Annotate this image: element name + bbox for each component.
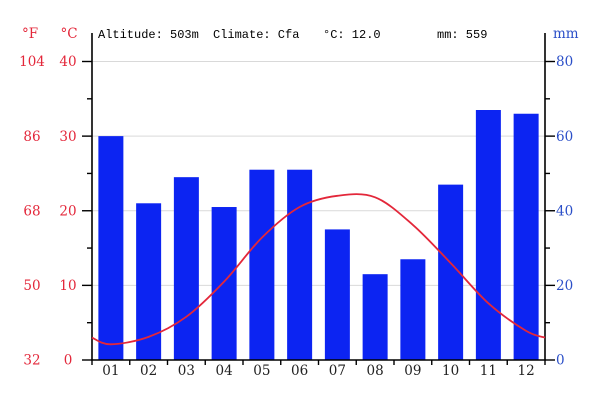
month-label: 03 xyxy=(178,363,195,379)
month-label: 02 xyxy=(140,363,157,379)
month-label: 12 xyxy=(518,363,535,379)
fahrenheit-tick-label: 68 xyxy=(23,203,40,219)
month-label: 07 xyxy=(329,363,346,379)
precipitation-bar xyxy=(98,136,124,360)
precipitation-bars xyxy=(98,110,539,360)
precipitation-bar xyxy=(475,110,501,360)
precipitation-bar xyxy=(324,229,350,360)
axis-ticks xyxy=(82,60,555,365)
celsius-tick-label: 20 xyxy=(59,203,76,219)
month-label: 09 xyxy=(404,363,421,379)
precipitation-bar xyxy=(287,169,313,360)
month-label: 06 xyxy=(291,363,308,379)
fahrenheit-tick-label: 86 xyxy=(23,129,40,145)
chart-title-climate: Climate: Cfa xyxy=(213,28,300,42)
month-label: 10 xyxy=(442,363,459,379)
month-label: 05 xyxy=(253,363,270,379)
precipitation-bar xyxy=(249,169,275,360)
millimeter-tick-label: 60 xyxy=(556,129,573,145)
millimeter-tick-label: 20 xyxy=(556,278,573,294)
axis-tick-labels: 104 40 80 86 30 60 68 20 40 50 10 20 32 0 0 xyxy=(19,54,573,369)
gridlines xyxy=(92,61,545,286)
fahrenheit-tick-label: 32 xyxy=(23,353,40,369)
precipitation-bar xyxy=(173,177,199,360)
month-labels: 01 02 03 04 05 06 07 08 09 10 11 12 xyxy=(102,363,534,379)
millimeter-tick-label: 0 xyxy=(556,353,565,369)
fahrenheit-tick-label: 104 xyxy=(19,54,45,70)
fahrenheit-axis-title: °F xyxy=(21,26,39,42)
celsius-tick-label: 0 xyxy=(64,353,73,369)
millimeter-tick-label: 80 xyxy=(556,54,573,70)
month-label: 11 xyxy=(480,363,497,379)
precipitation-bar xyxy=(362,274,388,360)
celsius-axis-title: °C xyxy=(60,26,78,42)
celsius-tick-label: 30 xyxy=(59,129,76,145)
temperature-line xyxy=(91,193,546,346)
celsius-tick-label: 10 xyxy=(59,278,76,294)
precipitation-bar xyxy=(400,259,426,360)
chart-title-annual-precip: mm: 559 xyxy=(437,28,488,42)
chart-title-mean-temp: °C: 12.0 xyxy=(323,28,381,42)
precipitation-bar xyxy=(513,113,539,360)
millimeter-tick-label: 40 xyxy=(556,203,573,219)
chart-title-altitude: Altitude: 503m xyxy=(98,28,199,42)
month-label: 08 xyxy=(367,363,384,379)
precipitation-bar xyxy=(211,207,237,360)
month-label: 04 xyxy=(216,363,233,379)
millimeter-axis-title: mm xyxy=(553,26,579,42)
fahrenheit-tick-label: 50 xyxy=(23,278,40,294)
month-label: 01 xyxy=(102,363,119,379)
celsius-tick-label: 40 xyxy=(59,54,76,70)
